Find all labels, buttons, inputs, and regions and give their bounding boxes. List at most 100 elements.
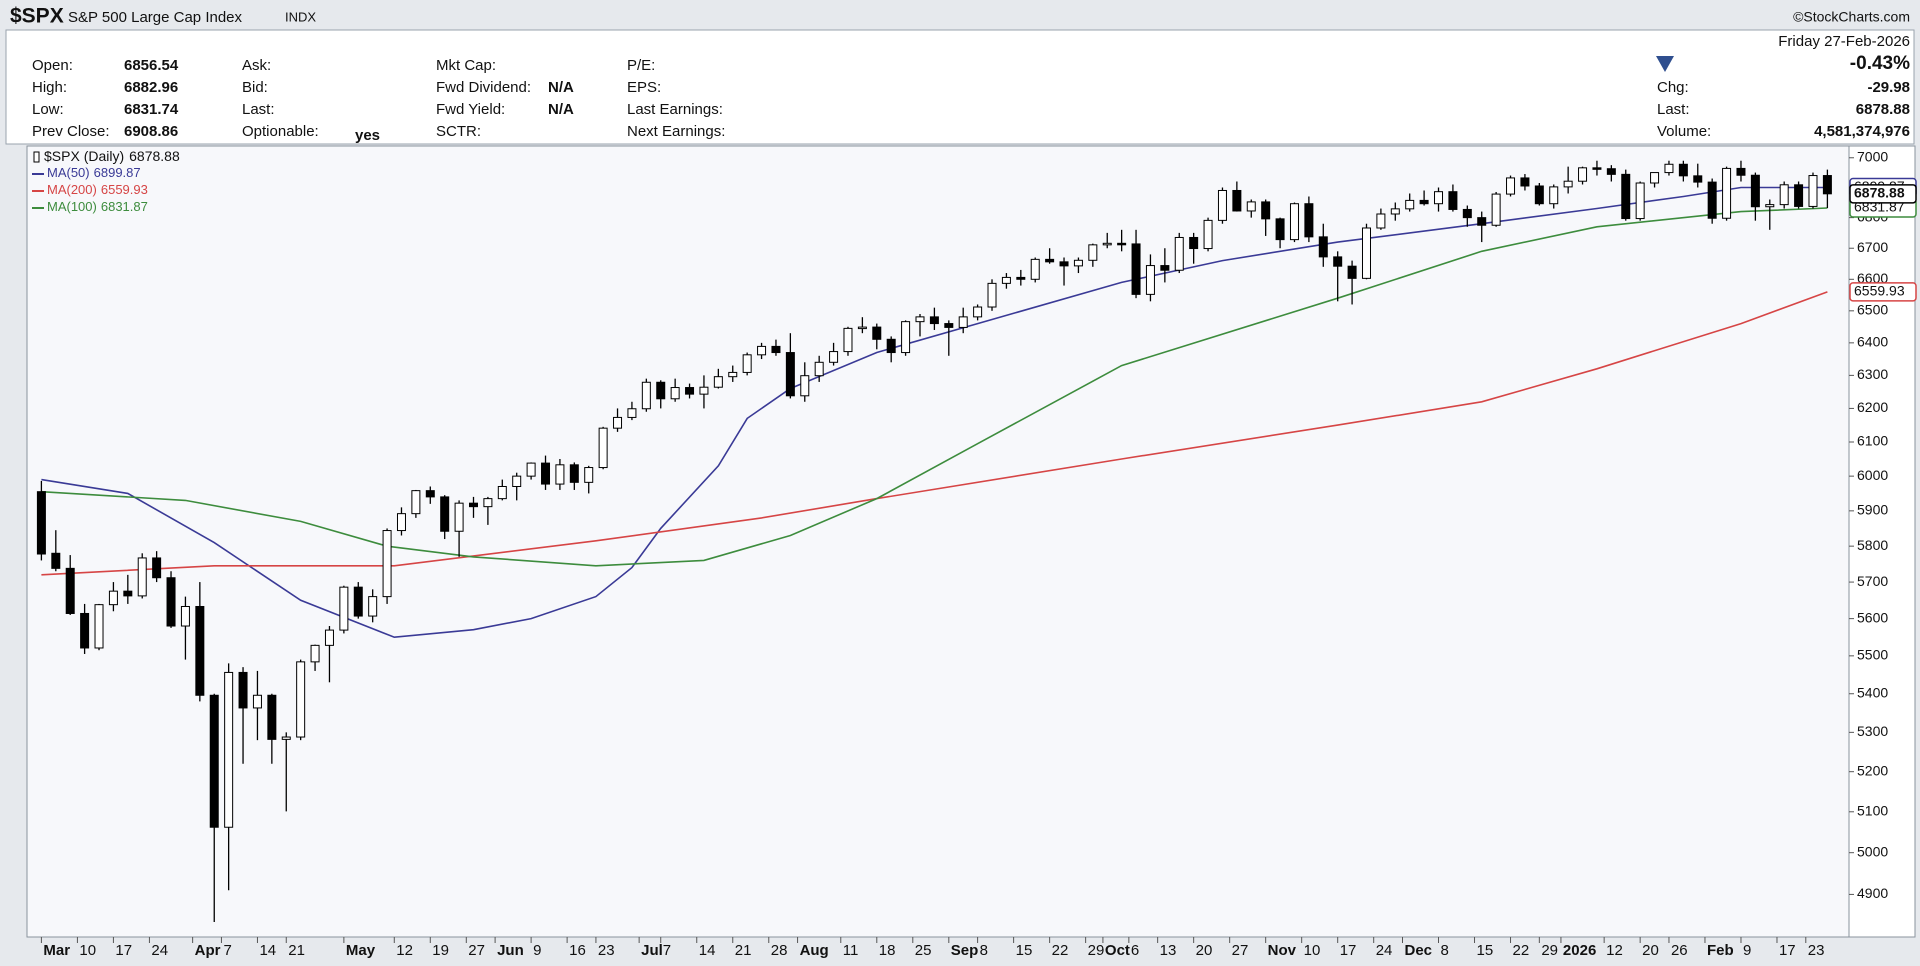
candle-body [814,361,824,377]
candle-body [411,490,421,515]
x-tick-label: 26 [1671,942,1688,959]
legend-name: $SPX (Daily) [44,148,124,164]
candle-body [281,736,291,740]
candle-body [1030,258,1040,280]
candle-body [1693,175,1703,183]
x-tick-label: 15 [1477,942,1494,959]
candle-body [1232,189,1242,212]
candle-body [1520,177,1530,187]
field-label: P/E: [627,57,655,74]
ma-flag: 6559.93 [1854,283,1905,299]
candle-body [180,605,190,627]
field-label: High: [32,79,67,96]
candle-body [1722,167,1732,219]
summary-value: 6878.88 [1856,101,1910,118]
summary-value: 4,581,374,976 [1814,123,1910,140]
candle-body [368,596,378,617]
x-tick-label: 6 [1131,942,1139,959]
candle-body [1174,236,1184,271]
field-label: Last Earnings: [627,101,723,118]
candle-body [987,282,997,308]
candle-body [137,557,147,597]
legend-entry: MA(100) 6831.87 [47,199,148,214]
candle-body [1534,185,1544,205]
candle-body [1477,217,1487,226]
change-percent: -0.43% [1850,53,1910,74]
candle-body [425,490,435,498]
candle-body [656,381,666,400]
candle-body [1650,172,1660,184]
candle-body [353,586,363,617]
y-tick-label: 7000 [1857,148,1888,164]
y-tick-label: 6600 [1857,270,1888,286]
x-tick-label: Jun [497,942,524,959]
y-tick-label: 5000 [1857,843,1888,859]
candle-body [296,661,306,738]
quote-panel [5,29,1915,145]
candle-body [468,502,478,508]
x-tick-label: 19 [432,942,449,959]
candle-body [1707,181,1717,219]
candle-body [65,567,75,614]
x-tick-label: 10 [1304,942,1321,959]
y-tick-label: 5400 [1857,684,1888,700]
y-tick-label: 5300 [1857,723,1888,739]
y-tick-label: 5600 [1857,609,1888,625]
candle-body [1592,167,1602,170]
legend-name: MA(200) [47,182,97,197]
last-price-flag-box [1849,184,1917,204]
candle-body [1750,174,1760,208]
candle-body [483,498,493,508]
candle-body [699,386,709,395]
candle-body [1434,191,1444,205]
summary-label: Volume: [1657,123,1711,140]
candle-body [1088,244,1098,261]
candle-body [1765,204,1775,208]
down-arrow [1656,56,1674,72]
candle-body [310,644,320,663]
candle-body [1822,175,1832,195]
legend-icon [33,151,40,163]
candle-body [1246,201,1256,212]
x-tick-label: Nov [1268,942,1297,959]
quote-date: Friday 27-Feb-2026 [1778,33,1910,50]
y-tick-label: 5500 [1857,647,1888,663]
candle-body [598,427,608,469]
index-name: S&P 500 Large Cap Index [68,9,243,26]
field-label: SCTR: [436,123,481,140]
y-tick-label: 6300 [1857,366,1888,382]
candle-body [1448,191,1458,210]
x-tick-label: 22 [1513,942,1530,959]
x-tick-label: 29 [1088,942,1105,959]
candle-body [1779,184,1789,206]
legend-value: 6831.87 [101,199,148,214]
candle-body [1318,236,1328,258]
candle-body [1506,177,1516,195]
field-value: 6831.74 [124,101,179,118]
x-tick-label: 28 [771,942,788,959]
candle-body [1073,259,1083,267]
candle-body [1131,243,1141,295]
legend-value: 6559.93 [101,182,148,197]
y-tick-label: 6400 [1857,334,1888,350]
candle-body [1189,236,1199,250]
candle-body [440,496,450,532]
field-label: Last: [242,101,275,118]
candle-body [166,577,176,627]
x-tick-label: 8 [980,942,988,959]
summary-label: Chg: [1657,79,1689,96]
x-tick-label: 14 [259,942,276,959]
candle-body [800,375,810,397]
candle-body [252,694,262,709]
x-tick-label: 20 [1642,942,1659,959]
x-tick-label: 27 [1232,942,1249,959]
field-value: N/A [548,79,574,96]
field-label: Optionable: [242,123,319,140]
candle-body [94,604,104,649]
x-tick-label: 7 [223,942,231,959]
candle-body [1376,213,1386,229]
x-tick-label: 24 [151,942,168,959]
candle-body [1563,180,1573,188]
moving-average-line [41,291,1828,576]
